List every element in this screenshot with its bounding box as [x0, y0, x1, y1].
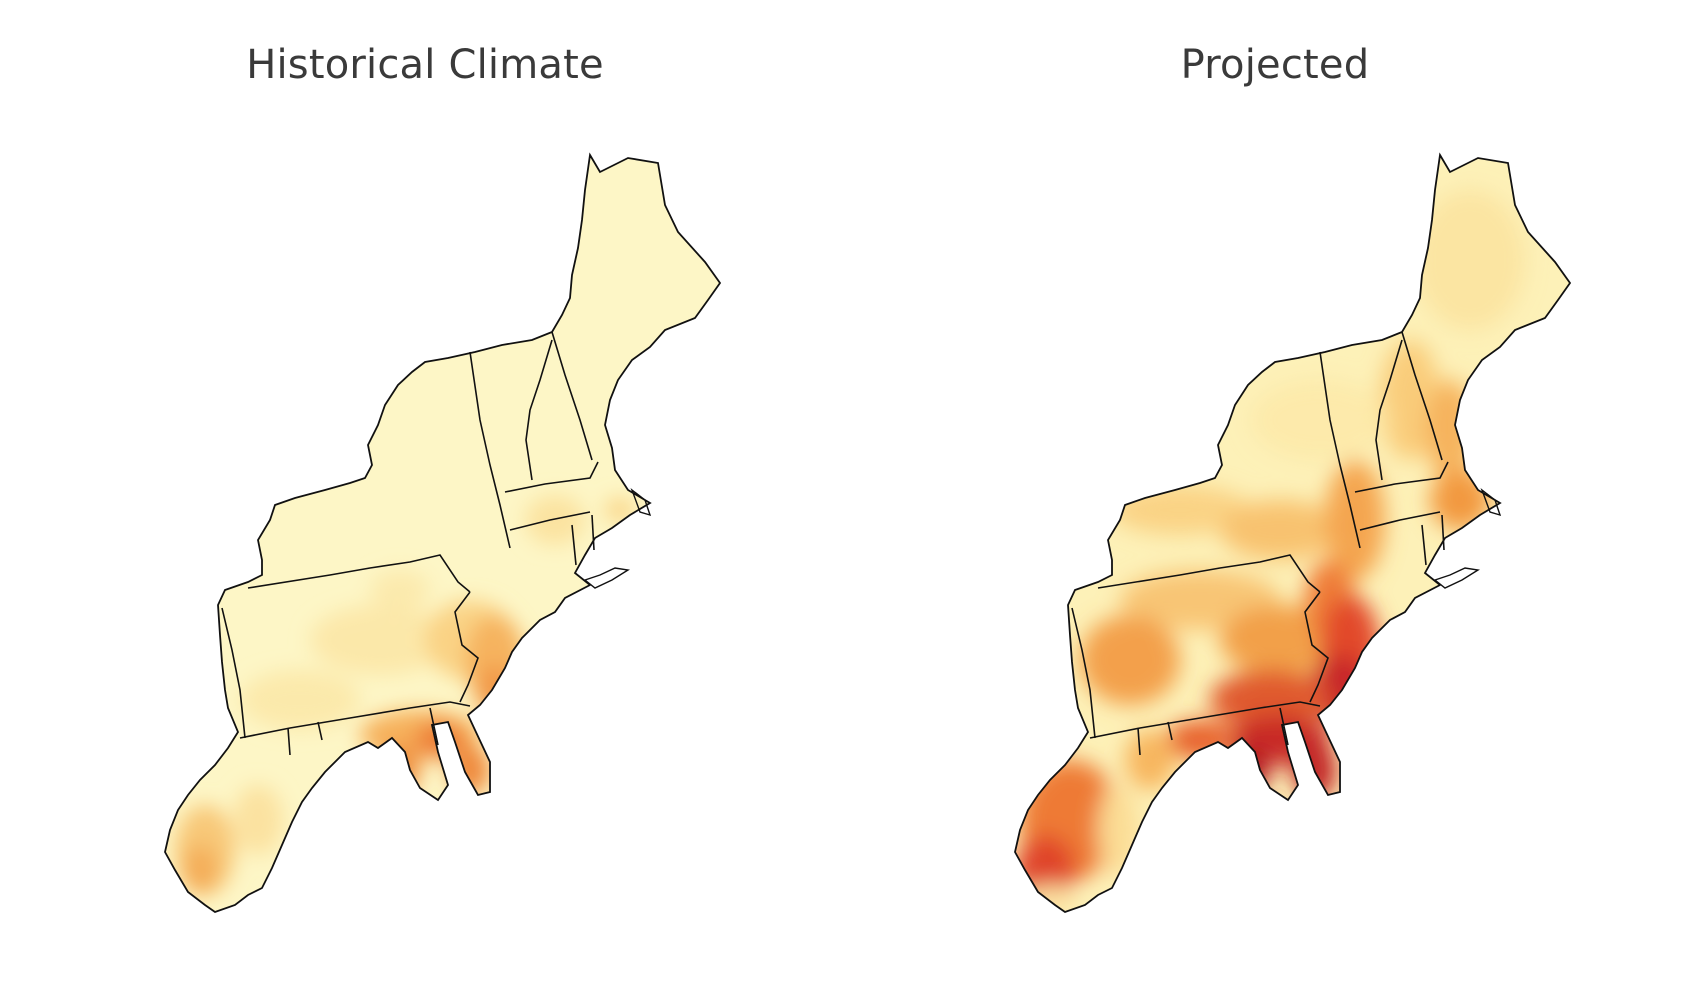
panel-title-historical: Historical Climate — [246, 42, 604, 88]
coast-detail-historical — [583, 487, 652, 589]
heat-fill-projected — [1015, 155, 1570, 912]
panel-historical: Historical Climate — [164, 42, 721, 913]
map-projected — [1014, 154, 1571, 913]
panel-title-projected: Projected — [1180, 42, 1370, 88]
panel-projected: Projected — [850, 0, 1700, 1000]
heat-fill-historical — [165, 155, 720, 912]
coast-detail-projected — [1433, 487, 1502, 589]
state-borders-projected — [1071, 331, 1449, 756]
state-borders-historical — [221, 331, 599, 756]
map-historical — [164, 154, 721, 913]
